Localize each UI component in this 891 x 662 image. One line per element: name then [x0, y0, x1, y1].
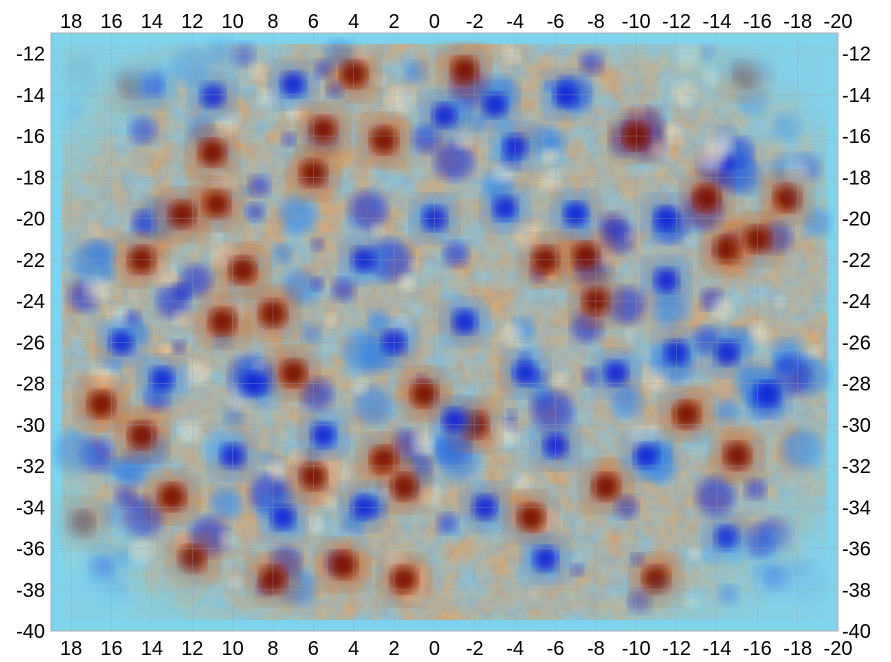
x-tick-label-top: -20 — [824, 11, 853, 33]
x-tick-label-top: 4 — [348, 11, 359, 33]
x-tick-label-top: -4 — [506, 11, 524, 33]
x-tick-label-top: -12 — [662, 11, 691, 33]
y-tick-label-left: -34 — [16, 497, 45, 519]
edge-fade — [51, 33, 838, 631]
x-tick-label-top: 8 — [267, 11, 278, 33]
x-tick-label-bottom: 14 — [141, 638, 163, 660]
y-tick-label-right: -32 — [842, 456, 871, 478]
x-tick-label-bottom: 10 — [221, 638, 243, 660]
x-tick-label-top: -10 — [622, 11, 651, 33]
x-tick-label-bottom: -14 — [702, 638, 731, 660]
x-axis-bottom: 18 16 14 12 10 8 6 4 2 0 -2 -4 -6 -8 -10 -12 -14 -16 -18 -2… — [60, 638, 852, 660]
x-tick-label-bottom: -10 — [622, 638, 651, 660]
grid-lines — [51, 33, 838, 631]
x-tick-label-top: 16 — [100, 11, 122, 33]
x-tick-label-top: 14 — [141, 11, 163, 33]
x-tick-label-top: -2 — [466, 11, 484, 33]
x-axis-top: 18 16 14 12 10 8 6 4 2 0 -2 -4 -6 -8 -10 -12 -14 -16 -18 -2… — [60, 11, 852, 33]
y-tick-label-right: -12 — [842, 44, 871, 66]
y-tick-label-right: -24 — [842, 291, 871, 313]
y-tick-label-left: -26 — [16, 332, 45, 354]
y-tick-label-right: -30 — [842, 415, 871, 437]
y-tick-label-right: -40 — [842, 621, 871, 643]
y-tick-label-right: -20 — [842, 209, 871, 231]
y-tick-label-left: -38 — [16, 580, 45, 602]
x-tick-label-bottom: -4 — [506, 638, 524, 660]
x-tick-label-top: 12 — [181, 11, 203, 33]
x-tick-label-bottom: 2 — [388, 638, 399, 660]
y-tick-label-right: -16 — [842, 126, 871, 148]
y-tick-label-right: -34 — [842, 497, 871, 519]
y-tick-label-right: -18 — [842, 167, 871, 189]
x-tick-label-bottom: -2 — [466, 638, 484, 660]
x-tick-label-bottom: 16 — [100, 638, 122, 660]
y-tick-label-left: -20 — [16, 209, 45, 231]
x-tick-label-bottom: -16 — [743, 638, 772, 660]
x-tick-label-top: 10 — [221, 11, 243, 33]
y-tick-label-left: -36 — [16, 539, 45, 561]
y-tick-label-left: -16 — [16, 126, 45, 148]
y-tick-label-right: -28 — [842, 374, 871, 396]
y-tick-label-left: -40 — [16, 621, 45, 643]
x-tick-label-top: -14 — [702, 11, 731, 33]
x-tick-label-bottom: 4 — [348, 638, 359, 660]
x-tick-label-top: 0 — [429, 11, 440, 33]
y-tick-label-right: -14 — [842, 85, 871, 107]
y-tick-label-left: -24 — [16, 291, 45, 313]
x-tick-label-bottom: 18 — [60, 638, 82, 660]
y-axis-right: -12 -14 -16 -18 -20 -22 -24 -26 -28 -30 -32 -34 -36 -… — [842, 44, 871, 643]
x-tick-label-bottom: -6 — [547, 638, 565, 660]
x-tick-label-top: 18 — [60, 11, 82, 33]
x-tick-label-bottom: 6 — [308, 638, 319, 660]
y-tick-label-left: -30 — [16, 415, 45, 437]
y-tick-label-left: -22 — [16, 250, 45, 272]
x-tick-label-top: 2 — [388, 11, 399, 33]
x-tick-label-bottom: 8 — [267, 638, 278, 660]
plot-frame — [50, 32, 839, 632]
y-tick-label-right: -22 — [842, 250, 871, 272]
y-axis-left: -12 -14 -16 -18 -20 -22 -24 -26 -28 -30 -32 -34 -36 -… — [16, 44, 45, 643]
x-tick-label-top: 6 — [308, 11, 319, 33]
x-tick-label-top: -8 — [587, 11, 605, 33]
x-tick-label-bottom: 0 — [429, 638, 440, 660]
y-tick-label-left: -14 — [16, 85, 45, 107]
plot-area — [51, 33, 838, 631]
x-tick-label-bottom: -18 — [783, 638, 812, 660]
x-tick-label-bottom: 12 — [181, 638, 203, 660]
x-tick-label-bottom: -20 — [824, 638, 853, 660]
x-tick-label-top: -16 — [743, 11, 772, 33]
y-tick-label-right: -36 — [842, 539, 871, 561]
y-tick-label-left: -32 — [16, 456, 45, 478]
y-tick-label-right: -26 — [842, 332, 871, 354]
x-tick-label-top: -6 — [547, 11, 565, 33]
x-tick-label-bottom: -12 — [662, 638, 691, 660]
x-tick-label-bottom: -8 — [587, 638, 605, 660]
y-tick-label-left: -28 — [16, 374, 45, 396]
y-tick-label-right: -38 — [842, 580, 871, 602]
y-tick-label-left: -18 — [16, 167, 45, 189]
y-tick-label-left: -12 — [16, 44, 45, 66]
x-tick-label-top: -18 — [783, 11, 812, 33]
